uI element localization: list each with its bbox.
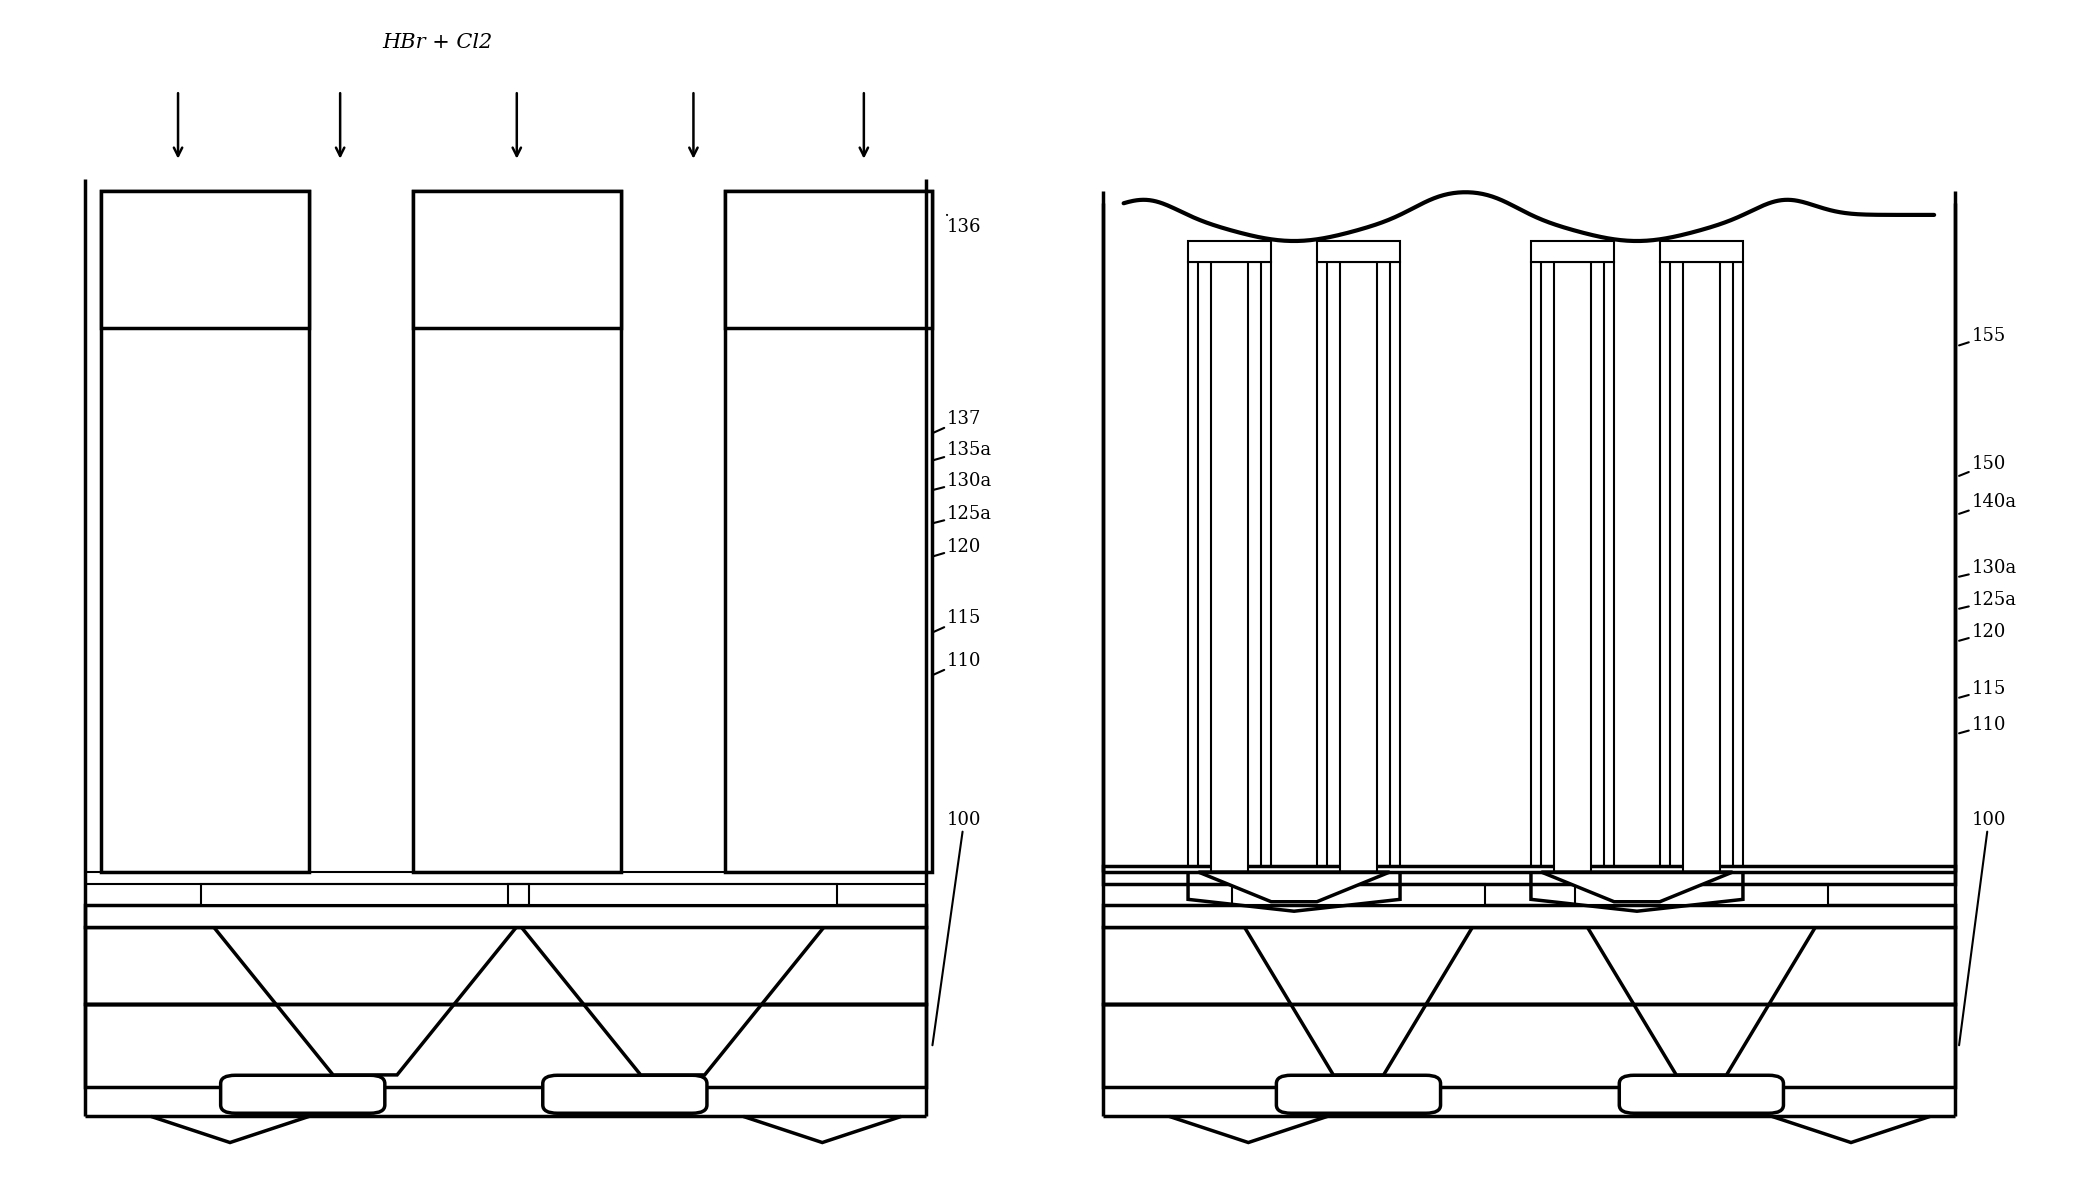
Text: 130a: 130a	[1958, 559, 2016, 578]
Bar	[1340, 263, 1378, 872]
Text: 150: 150	[1958, 455, 2006, 476]
Bar	[1199, 263, 1261, 872]
Polygon shape	[1199, 872, 1390, 901]
Bar	[1317, 263, 1401, 872]
Polygon shape	[1588, 926, 1817, 1075]
Bar	[85, 905, 926, 926]
Bar	[1199, 263, 1261, 872]
Bar	[1661, 263, 1744, 872]
Text: 125a: 125a	[932, 505, 993, 523]
FancyBboxPatch shape	[543, 1075, 708, 1113]
Text: 110: 110	[1958, 716, 2006, 734]
Bar	[85, 926, 926, 1004]
Text: 135a: 135a	[932, 441, 993, 460]
Bar	[1103, 926, 1954, 1004]
Bar	[1328, 263, 1390, 872]
Text: 100: 100	[932, 811, 982, 1045]
Polygon shape	[1542, 872, 1733, 901]
Bar	[1542, 263, 1604, 872]
Text: 140a: 140a	[1958, 493, 2016, 514]
Text: 105: 105	[1359, 917, 1392, 938]
Bar	[102, 191, 308, 328]
Bar	[1188, 263, 1271, 872]
Bar	[1103, 866, 1954, 883]
Bar	[724, 191, 932, 328]
Bar	[1542, 263, 1604, 872]
Polygon shape	[1244, 926, 1473, 1075]
Bar	[85, 1004, 926, 1087]
Polygon shape	[214, 926, 516, 1075]
Text: 115: 115	[932, 609, 982, 633]
Bar	[202, 883, 529, 905]
Bar	[102, 191, 308, 328]
Bar	[1232, 883, 1486, 905]
Text: HBr + Cl2: HBr + Cl2	[383, 33, 493, 52]
Text: 125a: 125a	[1958, 591, 2016, 610]
Polygon shape	[1232, 883, 1486, 905]
FancyBboxPatch shape	[1276, 1075, 1440, 1113]
Bar	[1575, 883, 1827, 905]
Bar	[412, 191, 620, 872]
Bar	[1671, 263, 1733, 872]
Bar	[1103, 215, 1954, 872]
Text: 137: 137	[932, 410, 982, 433]
Polygon shape	[1575, 883, 1827, 905]
Text: 110: 110	[932, 652, 982, 675]
Bar	[1671, 263, 1733, 872]
Bar	[1103, 905, 1954, 926]
Bar	[508, 883, 837, 905]
Text: 120: 120	[1958, 623, 2006, 641]
Bar	[412, 191, 620, 328]
Bar	[1188, 241, 1271, 263]
Text: 155: 155	[1958, 327, 2006, 345]
Bar	[1661, 241, 1744, 263]
Bar	[1684, 263, 1721, 872]
Bar	[724, 191, 932, 328]
Polygon shape	[202, 883, 529, 905]
Bar	[412, 191, 620, 328]
Text: 100: 100	[1958, 811, 2006, 1045]
Bar	[102, 191, 308, 872]
Polygon shape	[520, 926, 824, 1075]
Bar	[1103, 1004, 1954, 1087]
Bar	[1532, 263, 1615, 872]
Bar	[1328, 263, 1390, 872]
Polygon shape	[508, 883, 837, 905]
Text: 120: 120	[932, 539, 982, 556]
Bar	[724, 191, 932, 872]
Bar	[1532, 241, 1615, 263]
Text: 115: 115	[1958, 680, 2006, 698]
Text: 136: 136	[947, 215, 982, 235]
Bar	[1211, 263, 1249, 872]
FancyBboxPatch shape	[221, 1075, 385, 1113]
FancyBboxPatch shape	[1619, 1075, 1783, 1113]
Bar	[1555, 263, 1592, 872]
Bar	[1317, 241, 1401, 263]
Text: 105: 105	[308, 917, 343, 938]
Text: 130a: 130a	[932, 472, 993, 490]
